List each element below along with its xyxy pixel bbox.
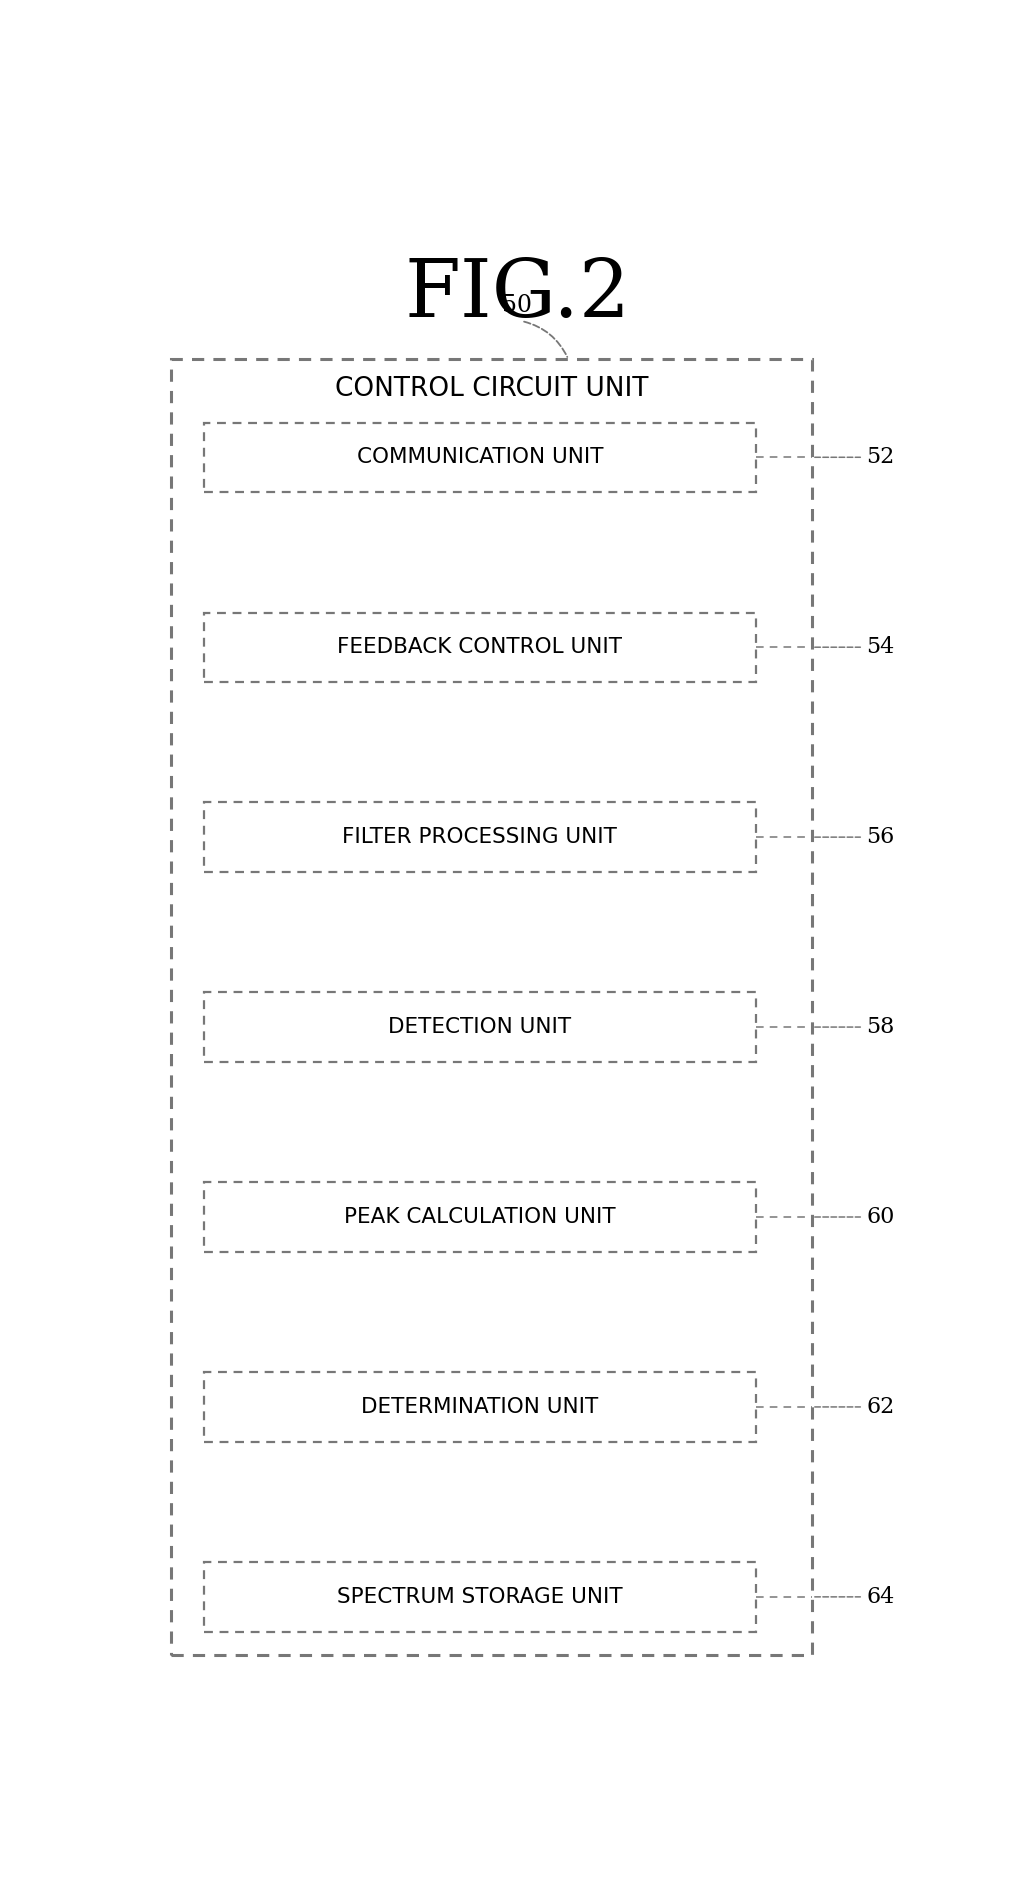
FancyBboxPatch shape (204, 802, 756, 872)
Text: PEAK CALCULATION UNIT: PEAK CALCULATION UNIT (344, 1207, 615, 1228)
Text: FIG.2: FIG.2 (404, 255, 631, 333)
FancyBboxPatch shape (204, 993, 756, 1061)
Text: 64: 64 (867, 1585, 895, 1608)
FancyBboxPatch shape (204, 1372, 756, 1442)
FancyBboxPatch shape (172, 359, 812, 1656)
Text: FILTER PROCESSING UNIT: FILTER PROCESSING UNIT (342, 827, 618, 848)
FancyBboxPatch shape (204, 1563, 756, 1631)
Text: DETECTION UNIT: DETECTION UNIT (388, 1018, 571, 1037)
Text: COMMUNICATION UNIT: COMMUNICATION UNIT (356, 447, 603, 467)
Text: DETERMINATION UNIT: DETERMINATION UNIT (361, 1396, 598, 1417)
Text: SPECTRUM STORAGE UNIT: SPECTRUM STORAGE UNIT (337, 1587, 623, 1606)
Text: 60: 60 (867, 1205, 895, 1228)
Text: FEEDBACK CONTROL UNIT: FEEDBACK CONTROL UNIT (337, 638, 623, 657)
FancyBboxPatch shape (204, 1182, 756, 1253)
Text: 58: 58 (867, 1016, 895, 1039)
Text: 50: 50 (502, 293, 533, 318)
Text: 54: 54 (867, 636, 895, 658)
Text: 56: 56 (867, 827, 895, 848)
Text: 52: 52 (867, 447, 895, 469)
Text: 62: 62 (867, 1396, 895, 1417)
Text: CONTROL CIRCUIT UNIT: CONTROL CIRCUIT UNIT (335, 377, 649, 403)
FancyBboxPatch shape (204, 613, 756, 681)
FancyBboxPatch shape (204, 422, 756, 492)
